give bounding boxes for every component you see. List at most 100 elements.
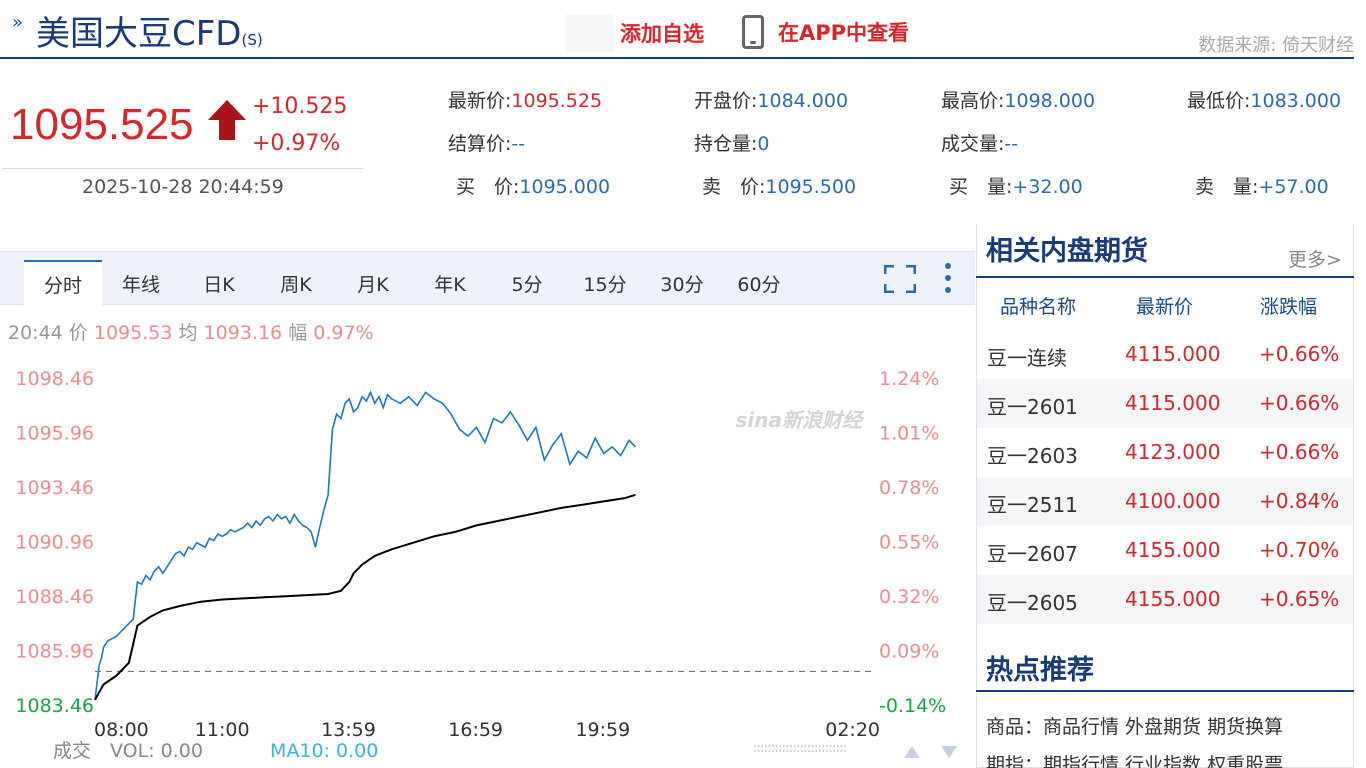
related-divider <box>976 276 1354 278</box>
quote-field-value: -- <box>511 133 526 155</box>
view-in-app-label: 在APP中查看 <box>778 21 910 45</box>
dot-grip <box>764 750 767 752</box>
scroll-down-icon[interactable] <box>941 746 957 758</box>
dot-grip <box>829 745 832 747</box>
y-tick-right: 0.78% <box>879 477 939 499</box>
tab-4[interactable]: 月K <box>357 273 389 296</box>
quote-field-label: 最低价: <box>1187 90 1251 112</box>
tab-0[interactable]: 分时 <box>24 260 102 306</box>
dot-grip <box>768 750 771 752</box>
dot-grip <box>840 750 843 752</box>
tab-5[interactable]: 年K <box>434 273 466 296</box>
dot-grip <box>793 745 796 747</box>
y-tick-right: 1.24% <box>879 368 939 390</box>
x-tick: 19:59 <box>575 719 630 741</box>
related-change: +0.66% <box>1259 391 1340 415</box>
dot-grip <box>804 750 807 752</box>
add-favorite-button[interactable]: 添加自选 <box>620 22 704 46</box>
related-row[interactable]: 豆一连续 4115.000 +0.66% <box>977 330 1353 379</box>
dot-grip <box>761 745 764 747</box>
dot-grip <box>844 750 846 752</box>
dot-grip <box>826 745 828 747</box>
related-price: 4100.000 <box>1125 489 1221 513</box>
related-name: 豆一2605 <box>987 591 1078 615</box>
tab-9[interactable]: 60分 <box>737 273 781 296</box>
related-row[interactable]: 豆一2603 4123.000 +0.66% <box>977 428 1353 477</box>
intraday-chart[interactable]: 1098.46 1.24% 1095.96 1.01% 1093.46 0.78% 1090… <box>0 360 975 768</box>
quote-field-label: 买 量: <box>949 176 1013 198</box>
dot-grip <box>757 745 760 747</box>
current-price: 1095.525 <box>10 100 194 149</box>
fullscreen-icon[interactable] <box>884 265 916 293</box>
dot-grip <box>764 745 767 747</box>
hot-row-commodity[interactable]: 商品：商品行情 外盘期货 期货换算 <box>986 716 1284 738</box>
dot-grip <box>826 750 828 752</box>
info-amp-label: 幅 <box>288 322 308 344</box>
related-more-link[interactable]: 更多> <box>1288 249 1342 271</box>
info-avg-label: 均 <box>178 322 198 344</box>
dot-grip <box>790 745 792 747</box>
col-change-header: 涨跌幅 <box>1260 296 1318 318</box>
chart-toolbar: 分时 年线 日K 周K 月K 年K 5分 15分 30分 60分 <box>0 251 975 306</box>
dot-grip <box>815 750 818 752</box>
quote-field-value: 0 <box>757 133 770 155</box>
dot-grip <box>772 745 774 747</box>
quote-field: 最低价:1083.000 <box>1187 86 1341 113</box>
quote-field: 卖 价:1095.500 <box>702 172 856 199</box>
info-avg: 1093.16 <box>203 322 283 344</box>
quote-field: 持仓量:0 <box>694 129 770 156</box>
tab-7[interactable]: 15分 <box>583 273 627 296</box>
related-name: 豆一2601 <box>987 395 1078 419</box>
related-row[interactable]: 豆一2607 4155.000 +0.70% <box>977 526 1353 575</box>
quote-field: 买 量:+32.00 <box>949 172 1083 199</box>
related-change: +0.84% <box>1259 489 1340 513</box>
tab-2[interactable]: 日K <box>203 273 235 296</box>
search-box[interactable] <box>566 14 614 52</box>
quote-field-value: +57.00 <box>1258 176 1329 198</box>
dot-grip <box>775 750 778 752</box>
dot-grip <box>797 745 800 747</box>
ma10-value: MA10: 0.00 <box>270 740 378 762</box>
tab-1[interactable]: 年线 <box>121 273 160 296</box>
dot-grip <box>844 745 846 747</box>
y-tick-right: 0.09% <box>879 641 939 663</box>
related-row[interactable]: 豆一2605 4155.000 +0.65% <box>977 575 1353 624</box>
dot-grip <box>811 745 814 747</box>
quote-field-label: 结算价: <box>448 133 512 155</box>
dot-grip <box>757 750 760 752</box>
related-row[interactable]: 豆一2601 4115.000 +0.66% <box>977 379 1353 428</box>
related-change: +0.65% <box>1259 587 1340 611</box>
watermark: sina新浪财经 <box>736 408 865 432</box>
x-tick: 13:59 <box>321 719 376 741</box>
related-name: 豆一连续 <box>987 346 1067 370</box>
quote-field-value: 1095.000 <box>519 176 611 198</box>
dot-grip <box>779 745 782 747</box>
tab-6[interactable]: 5分 <box>511 273 543 296</box>
quote-field-label: 最高价: <box>941 90 1005 112</box>
dot-grip <box>793 750 796 752</box>
hot-row-index[interactable]: 期指：期指行情 行业指数 权重股票 <box>986 754 1284 768</box>
scroll-up-icon[interactable] <box>904 746 920 758</box>
tab-3[interactable]: 周K <box>280 273 312 296</box>
more-options-icon[interactable] <box>944 262 952 294</box>
col-price-header: 最新价 <box>1136 296 1194 318</box>
dot-grip <box>808 745 810 747</box>
view-in-app-button[interactable]: 在APP中查看 <box>742 14 909 50</box>
quote-field-value: 1095.500 <box>765 176 857 198</box>
quote-field: 最高价:1098.000 <box>941 86 1095 113</box>
related-row[interactable]: 豆一2511 4100.000 +0.84% <box>977 477 1353 526</box>
dot-grip <box>818 745 821 747</box>
related-title: 相关内盘期货 <box>986 236 1148 267</box>
quote-field-value: -- <box>1004 133 1019 155</box>
dot-grip <box>779 750 782 752</box>
y-tick-right: 1.01% <box>879 423 939 445</box>
dot-grip <box>833 745 836 747</box>
dot-grip <box>772 750 774 752</box>
tab-8[interactable]: 30分 <box>660 273 704 296</box>
related-price: 4115.000 <box>1125 342 1221 366</box>
quote-field: 最新价:1095.525 <box>448 86 602 113</box>
dot-grip <box>782 750 785 752</box>
quote-field-label: 最新价: <box>448 90 512 112</box>
x-tick: 02:20 <box>825 719 880 741</box>
x-tick: 11:00 <box>195 719 250 741</box>
